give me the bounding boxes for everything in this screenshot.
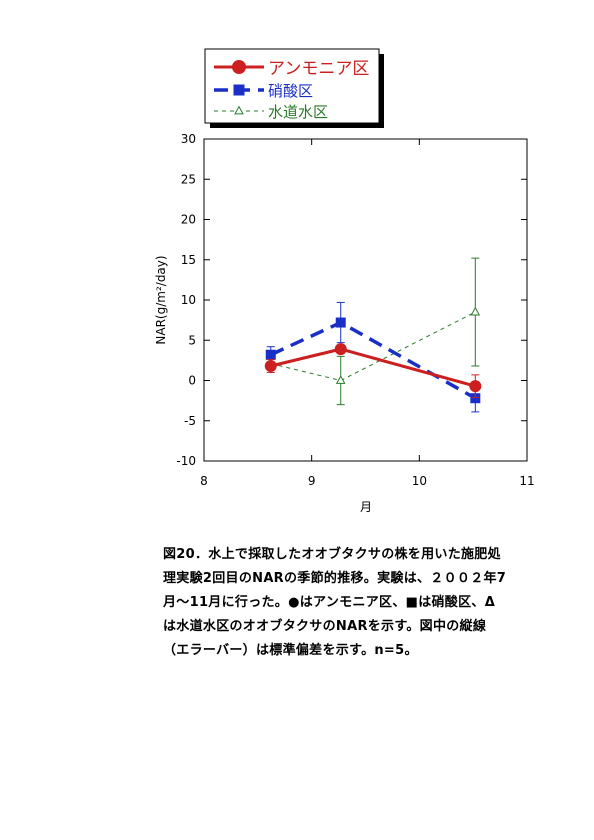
x-tick-label: 9: [308, 474, 316, 488]
series-line: [270, 311, 476, 382]
y-tick-label: -5: [184, 414, 196, 428]
x-tick-label: 11: [519, 474, 534, 488]
x-tick-label: 10: [412, 474, 427, 488]
legend-label: 水道水区: [268, 103, 328, 121]
caption-line: 月～11月に行った。●はアンモニア区、■は硝酸区、Δ: [163, 595, 496, 610]
caption-line: は水道水区のオオブタクサのNARを示す。図中の縦線: [163, 619, 487, 634]
y-tick-label: 10: [181, 293, 196, 307]
triangle-marker: [470, 306, 481, 316]
circle-marker: [264, 360, 277, 373]
y-tick-label: 15: [181, 253, 196, 267]
series-0: [264, 343, 482, 398]
x-tick-label: 8: [200, 474, 208, 488]
y-tick-label: 20: [181, 213, 196, 227]
y-axis-label: NAR(g/m²/day): [154, 255, 168, 344]
figure-caption: 図20．水上で採取したオオブタクサの株を用いた施肥処 理実験2回目のNARの季節…: [163, 543, 563, 663]
x-axis-label: 月: [360, 500, 372, 514]
y-tick-label: 5: [188, 333, 196, 347]
circle-marker: [469, 380, 482, 393]
square-marker: [233, 84, 245, 96]
caption-line: （エラーバー）は標準偏差を示す。n=5。: [163, 643, 418, 658]
triangle-marker: [234, 105, 244, 115]
y-tick-label: 25: [181, 172, 196, 186]
square-marker: [265, 349, 276, 360]
y-tick-label: -10: [176, 454, 196, 468]
caption-line: 図20．水上で採取したオオブタクサの株を用いた施肥処: [163, 547, 501, 562]
circle-marker: [334, 343, 347, 356]
circle-marker: [232, 60, 246, 74]
square-marker: [470, 393, 481, 404]
legend-label: 硝酸区: [268, 82, 313, 100]
triangle-marker: [335, 375, 346, 384]
legend-label: アンモニア区: [268, 59, 369, 79]
series-line: [270, 347, 476, 388]
y-tick-label: 30: [181, 132, 196, 146]
y-tick-label: 0: [188, 374, 196, 388]
series-line: [270, 320, 477, 400]
square-marker: [335, 317, 346, 328]
plot-frame: [203, 138, 528, 462]
caption-line: 理実験2回目のNARの季節的推移。実験は、２００２年7: [163, 571, 507, 586]
